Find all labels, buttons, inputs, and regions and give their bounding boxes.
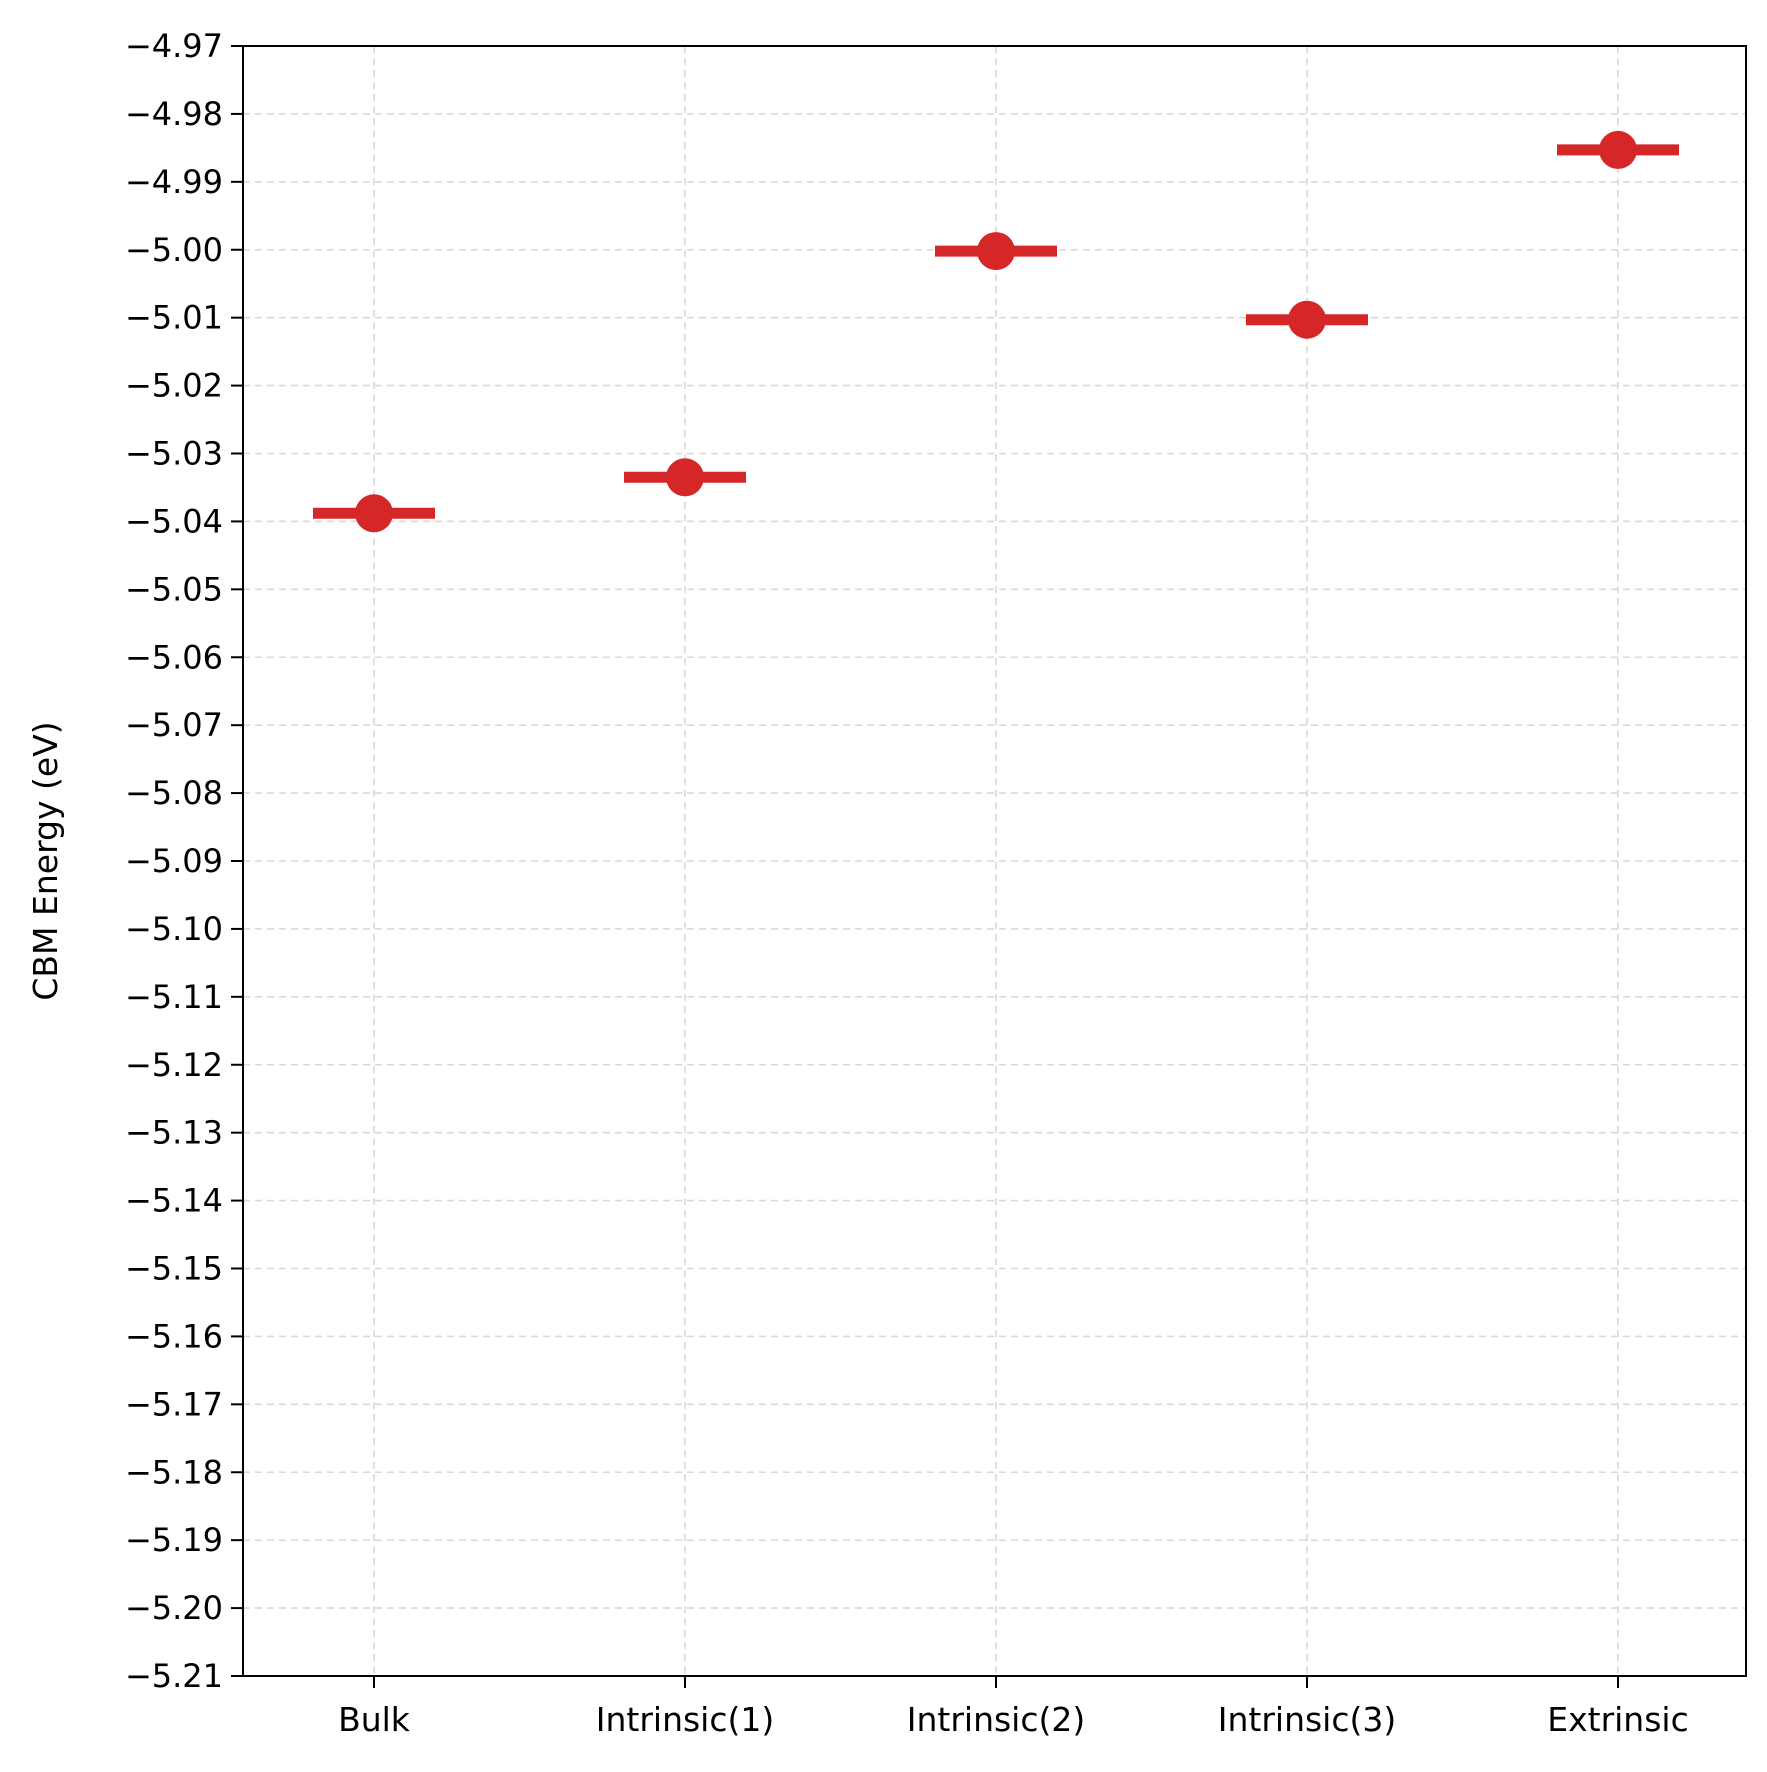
y-tick-label: −5.07 [125,706,223,744]
x-tick-label: Extrinsic [1547,1700,1688,1739]
y-tick-label: −4.97 [125,27,223,65]
y-tick-label: −5.20 [125,1589,223,1627]
x-tick-label: Bulk [338,1700,411,1739]
y-tick-label: −5.10 [125,910,223,948]
data-point-extrinsic [1599,130,1637,169]
y-tick-label: −5.05 [125,570,223,608]
data-point-intrinsic-1 [666,458,704,497]
y-tick-label: −5.01 [125,299,223,337]
grid [243,46,1746,1676]
y-tick-label: −5.19 [125,1521,223,1559]
y-tick-label: −5.15 [125,1250,223,1288]
y-tick-label: −5.09 [125,842,223,880]
x-tick-label: Intrinsic(2) [907,1700,1086,1739]
y-tick-label: −5.12 [125,1046,223,1084]
y-axis-label: CBM Energy (eV) [26,721,65,1000]
data-point-bulk [355,494,393,533]
y-tick-label: −5.06 [125,638,223,676]
y-tick-label: −5.17 [125,1385,223,1423]
y-tick-label: −5.16 [125,1317,223,1355]
y-tick-label: −5.03 [125,435,223,473]
y-tick-label: −5.11 [125,978,223,1016]
y-tick-label: −5.04 [125,502,223,540]
y-tick-label: −5.00 [125,231,223,269]
y-tick-label: −5.13 [125,1114,223,1152]
x-axis: Bulk Intrinsic(1) Intrinsic(2) Intrinsic(3)… [338,1676,1689,1739]
y-tick-label: −5.21 [125,1657,223,1695]
x-tick-label: Intrinsic(1) [596,1700,775,1739]
y-tick-label: −5.14 [125,1182,223,1220]
data-point-intrinsic-3 [1288,300,1326,339]
y-tick-label: −4.99 [125,163,223,201]
data-point-intrinsic-2 [977,232,1015,271]
y-tick-label: −5.18 [125,1453,223,1491]
data-marks [313,130,1679,533]
y-axis: −4.97 −4.98 −4.99 −5.00 −5.01 −5.02 −5.03 −5.04… [125,27,243,1695]
x-tick-label: Intrinsic(3) [1218,1700,1397,1739]
y-tick-label: −5.08 [125,774,223,812]
y-tick-label: −5.02 [125,367,223,405]
y-tick-label: −4.98 [125,95,223,133]
